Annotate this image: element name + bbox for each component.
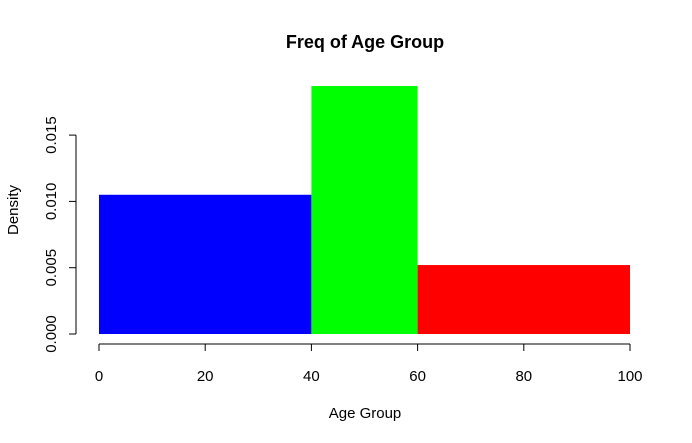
x-tick-label: 80	[515, 368, 532, 385]
x-tick-label: 60	[409, 368, 426, 385]
y-tick-label: 0.000	[43, 315, 60, 353]
x-axis: 0 20 40 60 80 100	[95, 343, 643, 385]
y-axis-title: Density	[5, 184, 22, 235]
histogram-bar-0-40	[99, 194, 312, 334]
y-axis: 0.000 0.005 0.010 0.015	[43, 116, 77, 353]
x-tick-label: 0	[95, 368, 103, 385]
bars-group	[99, 86, 630, 335]
chart-title: Freq of Age Group	[286, 32, 444, 52]
y-tick-label: 0.015	[43, 116, 60, 154]
x-tick-label: 40	[303, 368, 320, 385]
histogram-bar-40-60	[311, 86, 418, 335]
x-tick-label: 20	[197, 368, 214, 385]
histogram-bar-60-100	[417, 265, 630, 334]
y-tick-label: 0.010	[43, 183, 60, 221]
x-axis-title: Age Group	[329, 405, 402, 422]
x-tick-label: 100	[617, 368, 642, 385]
y-tick-label: 0.005	[43, 249, 60, 287]
